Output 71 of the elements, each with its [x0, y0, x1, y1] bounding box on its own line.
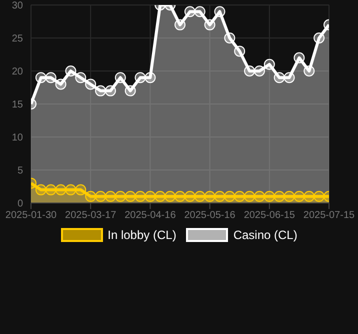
point — [55, 78, 66, 90]
point — [274, 190, 285, 202]
point — [214, 190, 226, 202]
point — [75, 72, 86, 84]
point — [244, 190, 256, 202]
point — [234, 190, 246, 202]
x-tick-label: 2025-01-30 — [5, 210, 58, 222]
point — [124, 190, 136, 202]
point — [134, 190, 146, 202]
y-tick-label: 10 — [12, 132, 24, 144]
legend-label: In lobby (CL) — [108, 228, 176, 242]
point — [254, 190, 265, 202]
y-tick-label: 0 — [17, 198, 24, 210]
point — [184, 6, 196, 18]
point — [204, 19, 216, 30]
point — [154, 190, 166, 202]
point — [164, 190, 176, 202]
point — [274, 72, 285, 84]
point — [55, 184, 66, 196]
point — [184, 190, 196, 202]
y-tick-label: 25 — [12, 34, 24, 45]
point — [75, 184, 86, 196]
point — [104, 85, 116, 96]
point — [284, 72, 295, 84]
point — [264, 190, 275, 202]
point — [95, 85, 106, 96]
y-tick-label: 30 — [12, 0, 24, 12]
point — [314, 32, 325, 44]
point — [304, 190, 315, 202]
y-tick-label: 5 — [17, 166, 24, 177]
point — [234, 46, 246, 57]
point — [85, 190, 96, 202]
point — [35, 184, 46, 196]
x-tick-label: 2025-06-15 — [244, 210, 296, 222]
x-tick-label: 2025-07-15 — [303, 210, 356, 222]
point — [65, 184, 76, 196]
point — [224, 32, 236, 44]
point — [85, 78, 96, 90]
point — [204, 190, 216, 202]
point — [284, 190, 295, 202]
point — [294, 190, 305, 202]
point — [124, 85, 136, 96]
point — [254, 66, 265, 76]
point — [134, 72, 146, 84]
point — [114, 72, 126, 84]
point — [45, 72, 56, 84]
point — [174, 19, 186, 30]
x-tick-label: 2025-03-17 — [65, 210, 117, 222]
x-tick-label: 2025-04-16 — [124, 210, 176, 222]
point — [194, 6, 206, 18]
point — [304, 66, 315, 76]
point — [264, 58, 275, 70]
point — [194, 190, 206, 202]
y-tick-label: 15 — [12, 100, 24, 111]
point — [244, 66, 256, 76]
point — [314, 190, 325, 202]
point — [214, 6, 226, 18]
point — [174, 190, 186, 202]
point — [224, 190, 236, 202]
point — [45, 184, 56, 196]
point — [144, 72, 156, 84]
point — [65, 66, 76, 76]
point — [104, 190, 116, 202]
point — [114, 190, 126, 202]
point — [95, 190, 106, 202]
y-tick-label: 20 — [12, 66, 24, 78]
point — [35, 72, 46, 84]
point — [294, 52, 305, 64]
x-tick-label: 2025-05-16 — [184, 210, 236, 222]
point — [144, 190, 156, 202]
legend-label: Casino (CL) — [233, 228, 298, 242]
